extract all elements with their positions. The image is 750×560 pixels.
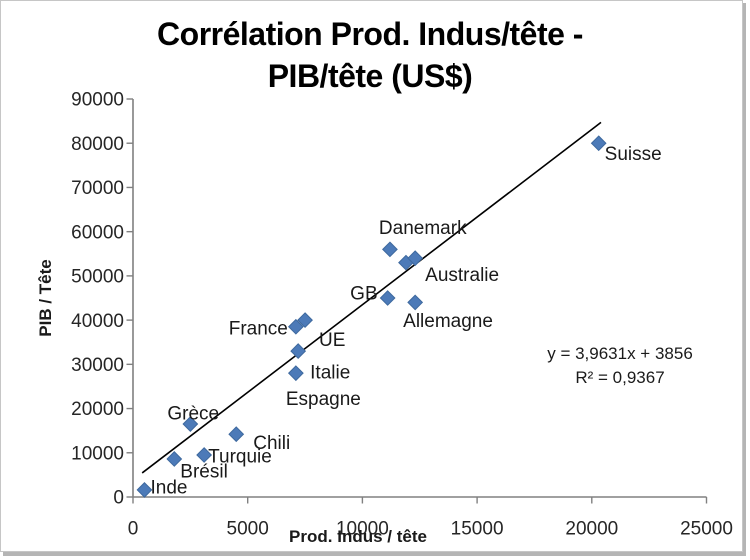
data-label-espagne: Espagne [286,389,361,410]
x-axis-title: Prod. Indus / tête [289,527,427,546]
x-tick-label: 15000 [451,519,504,540]
chart-frame-shadow-bottom [3,552,746,556]
y-tick-label: 20000 [71,399,124,420]
y-tick-label: 10000 [71,443,124,464]
data-label-turquie: Turquie [208,447,272,468]
trendline-equation-text: y = 3,9631x + 3856 [547,344,693,363]
y-tick-label: 70000 [71,178,124,199]
data-label-danemark: Danemark [379,218,467,239]
data-point-australie [407,250,424,267]
data-point-chili [228,426,245,443]
data-label-ue: UE [319,330,345,351]
trendline [141,121,602,474]
data-point-inde [136,482,153,498]
data-point-danemark [382,241,398,258]
x-tick-label: 10000 [336,519,389,540]
data-point-turquie [196,447,213,463]
y-tick-label: 50000 [71,267,124,288]
data-label-grèce: Grèce [167,404,219,425]
data-point-grèce [182,416,199,432]
trendline-r2-text: R² = 0,9367 [575,368,665,387]
y-tick-label: 60000 [71,222,124,243]
data-point-ue [297,312,313,329]
data-label-allemagne: Allemagne [403,311,493,332]
chart-title-line2: PIB/tête (US$) [267,58,473,94]
x-tick-label: 5000 [227,519,269,540]
y-tick-label: 80000 [71,134,124,155]
chart-frame-shadow-right [743,3,746,554]
data-point-italie [290,343,307,359]
chart-title-line1: Corrélation Prod. Indus/tête - [157,16,583,52]
y-tick-label: 0 [113,488,124,509]
y-tick-label: 30000 [71,355,124,376]
data-point-allemagne [407,294,424,311]
data-label-brésil: Brésil [180,462,228,483]
data-label-france: France [229,318,288,339]
y-tick-label: 90000 [71,90,124,111]
data-point-espagne [287,365,304,382]
x-tick-label: 25000 [680,519,733,540]
data-point-gb [379,290,396,306]
data-label-australie: Australie [425,265,499,286]
data-point-france [287,318,304,335]
x-tick-label: 20000 [565,519,618,540]
y-tick-label: 40000 [71,311,124,332]
data-point-brésil [166,451,183,467]
data-label-italie: Italie [310,363,350,384]
trendline-equation: y = 3,9631x + 3856 R² = 0,9367 [520,342,720,390]
data-point-suisse [590,135,607,152]
data-label-chili: Chili [253,433,290,454]
chart-title: Corrélation Prod. Indus/tête - PIB/tête … [20,13,720,97]
data-label-gb: GB [350,284,377,305]
data-label-inde: Inde [150,478,187,499]
data-label-suisse: Suisse [605,144,662,165]
chart-surface [0,0,743,552]
x-tick-label: 0 [128,519,139,540]
